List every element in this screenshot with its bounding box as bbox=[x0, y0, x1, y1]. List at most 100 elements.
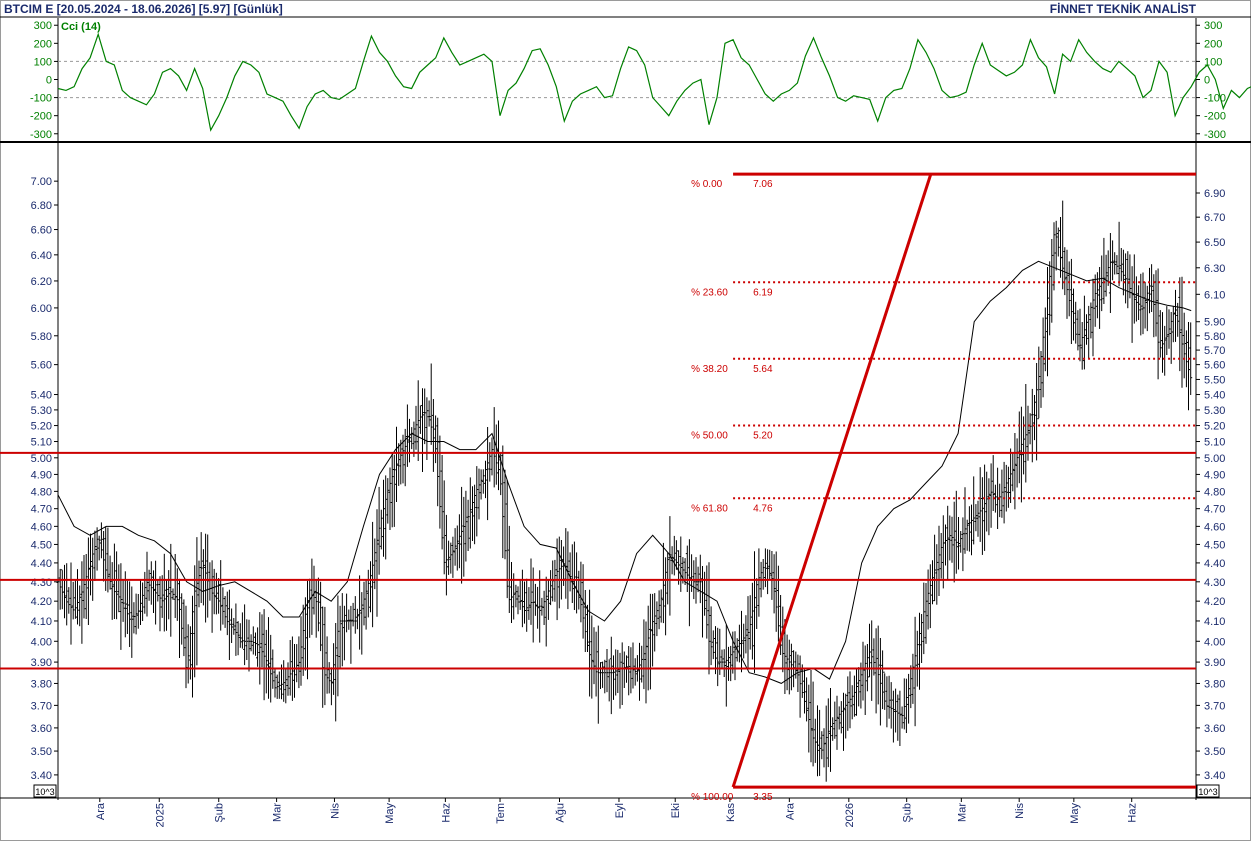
price-tick-label-left: 4.10 bbox=[31, 616, 52, 628]
price-tick-label-left: 7.00 bbox=[31, 176, 52, 188]
x-tick-label: Kas bbox=[725, 803, 737, 822]
cci-tick-label-right: 200 bbox=[1204, 38, 1222, 50]
cci-tick-label-left: 0 bbox=[46, 75, 52, 87]
fib-percent-label: % 23.60 bbox=[691, 287, 728, 298]
price-tick-label-left: 3.60 bbox=[31, 723, 52, 735]
x-tick-label: Ara bbox=[784, 802, 796, 820]
price-tick-label-right: 5.30 bbox=[1204, 405, 1225, 417]
scale-box-right-frame bbox=[1196, 784, 1220, 798]
fib-value-label: 3.35 bbox=[753, 792, 773, 803]
cci-tick-label-right: 100 bbox=[1204, 56, 1222, 68]
price-tick-label-left: 5.40 bbox=[31, 390, 52, 402]
price-tick-labels: 7.00 6.80 6.60 6.40 6.20 6.00 5.80 5.60 5.40 5.30… bbox=[31, 176, 1226, 782]
cci-tick-label-right: 300 bbox=[1204, 20, 1222, 32]
price-tick-label-left: 4.70 bbox=[31, 504, 52, 516]
cci-tick-label-left: -100 bbox=[30, 93, 52, 105]
price-tick-label-left: 3.50 bbox=[31, 746, 52, 758]
price-tick-label-right: 3.40 bbox=[1204, 770, 1225, 782]
price-tick-label-right: 5.50 bbox=[1204, 374, 1225, 386]
price-tick-label-left: 6.80 bbox=[31, 200, 52, 212]
price-tick-label-left: 5.60 bbox=[31, 360, 52, 372]
x-tick-label: Haz bbox=[1127, 803, 1139, 823]
x-tick-label: 2026 bbox=[844, 803, 856, 827]
fibonacci-levels: % 0.00 7.06 % 23.60 6.19 % 38.20 5.64 % 50.00 5… bbox=[691, 172, 1196, 803]
scale-box-right: 10^3 bbox=[1198, 787, 1217, 797]
scale-box-left: 10^3 bbox=[35, 787, 54, 797]
price-bars bbox=[56, 200, 1193, 782]
price-tick-label-left: 5.20 bbox=[31, 421, 52, 433]
price-tick-label-left: 3.80 bbox=[31, 678, 52, 690]
fib-percent-label: % 100.00 bbox=[691, 792, 734, 803]
x-tick-label: Haz bbox=[440, 803, 452, 823]
price-tick-label-right: 6.10 bbox=[1204, 289, 1225, 301]
price-tick-label-right: 6.30 bbox=[1204, 263, 1225, 275]
price-tick-label-right: 4.30 bbox=[1204, 577, 1225, 589]
price-tick-label-left: 4.40 bbox=[31, 558, 52, 570]
price-tick-label-left: 4.60 bbox=[31, 521, 52, 533]
fib-value-label: 5.64 bbox=[753, 364, 773, 375]
price-tick-label-right: 5.20 bbox=[1204, 421, 1225, 433]
x-tick-label: Ara bbox=[95, 802, 107, 820]
price-tick-label-left: 5.80 bbox=[31, 331, 52, 343]
cci-tick-label-left: 100 bbox=[34, 56, 52, 68]
trend-line bbox=[731, 173, 933, 788]
price-tick-label-left: 5.10 bbox=[31, 437, 52, 449]
fib-percent-label: % 0.00 bbox=[691, 179, 723, 190]
x-tick-label: May bbox=[384, 803, 396, 824]
cci-tick-label-left: -200 bbox=[30, 111, 52, 123]
price-tick-label-right: 5.70 bbox=[1204, 345, 1225, 357]
cci-tick-label-right: -300 bbox=[1204, 129, 1226, 141]
price-tick-label-right: 5.90 bbox=[1204, 317, 1225, 329]
price-tick-label-left: 6.60 bbox=[31, 225, 52, 237]
price-tick-label-right: 5.80 bbox=[1204, 331, 1225, 343]
price-tick-label-right: 3.50 bbox=[1204, 746, 1225, 758]
price-tick-label-right: 6.50 bbox=[1204, 237, 1225, 249]
x-tick-label: Şub bbox=[214, 803, 226, 823]
price-tick-label-right: 6.70 bbox=[1204, 212, 1225, 224]
x-tick-label: May bbox=[1069, 803, 1081, 824]
price-tick-label-left: 3.40 bbox=[31, 770, 52, 782]
price-tick-label-right: 4.70 bbox=[1204, 504, 1225, 516]
price-tick-label-left: 4.80 bbox=[31, 486, 52, 498]
x-tick-label: Mar bbox=[272, 803, 284, 822]
price-tick-label-left: 5.00 bbox=[31, 453, 52, 465]
cci-line bbox=[57, 32, 1251, 132]
x-tick-label: Mar bbox=[956, 803, 968, 822]
price-tick-label-left: 4.00 bbox=[31, 636, 52, 648]
price-tick-label-left: 6.00 bbox=[31, 303, 52, 315]
fib-percent-label: % 50.00 bbox=[691, 431, 728, 442]
price-tick-label-right: 4.90 bbox=[1204, 469, 1225, 481]
fib-percent-label: % 61.80 bbox=[691, 503, 728, 514]
cci-legend: Cci (14) bbox=[61, 21, 101, 33]
price-tick-label-right: 4.50 bbox=[1204, 539, 1225, 551]
price-tick-label-right: 6.90 bbox=[1204, 188, 1225, 200]
x-axis-tick-labels: Ara 2025 Şub Mar Nis May Haz Tem Ağu Eyl Eki Kas Ara… bbox=[95, 798, 1139, 827]
vendor-header: FİNNET TEKNİK ANALİST bbox=[1049, 2, 1196, 16]
x-tick-label: Tem bbox=[495, 803, 507, 824]
moving-average-series bbox=[57, 260, 1192, 684]
cci-tick-label-right: 0 bbox=[1204, 75, 1210, 87]
price-tick-label-left: 5.30 bbox=[31, 405, 52, 417]
cci-tick-label-right: -200 bbox=[1204, 111, 1226, 123]
price-tick-label-right: 5.10 bbox=[1204, 437, 1225, 449]
horizontal-levels bbox=[0, 451, 1196, 670]
x-tick-label: Ağu bbox=[554, 803, 566, 823]
fib-percent-label: % 38.20 bbox=[691, 364, 728, 375]
price-tick-label-left: 4.50 bbox=[31, 539, 52, 551]
trend-line-group bbox=[731, 173, 933, 788]
price-tick-label-right: 5.40 bbox=[1204, 390, 1225, 402]
symbol-header: BTCIM E [20.05.2024 - 18.06.2026] [5.97]… bbox=[4, 2, 283, 16]
price-tick-label-left: 6.20 bbox=[31, 276, 52, 288]
price-tick-label-right: 5.60 bbox=[1204, 360, 1225, 372]
price-tick-label-right: 4.10 bbox=[1204, 616, 1225, 628]
price-tick-label-right: 3.90 bbox=[1204, 657, 1225, 669]
scale-boxes: 10^3 10^3 bbox=[33, 784, 1220, 798]
x-tick-label: Nis bbox=[1014, 803, 1026, 819]
cci-tick-label-right: -100 bbox=[1204, 93, 1226, 105]
x-tick-label: Şub bbox=[902, 803, 914, 823]
price-tick-label-right: 4.20 bbox=[1204, 596, 1225, 608]
x-tick-label: Nis bbox=[329, 803, 341, 819]
